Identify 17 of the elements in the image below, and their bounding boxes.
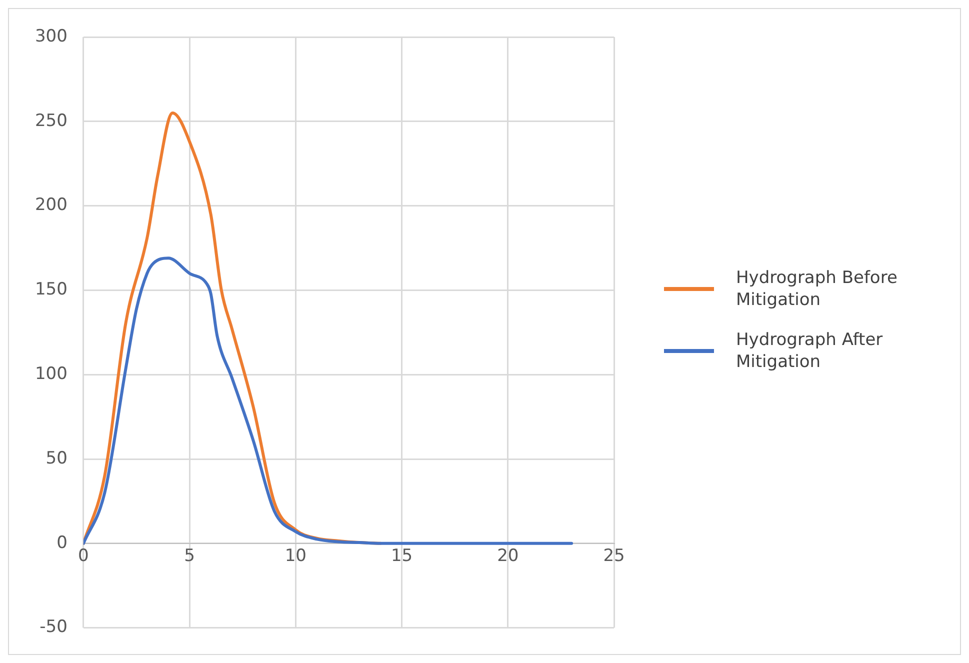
- legend-label: Hydrograph After Mitigation: [736, 329, 884, 373]
- line-series: [83, 256, 574, 545]
- legend-label: Hydrograph Before Mitigation: [736, 267, 898, 311]
- y-tick-label: 300: [34, 26, 68, 46]
- x-tick-label: 20: [497, 546, 519, 566]
- x-tick-label: 5: [184, 546, 195, 566]
- y-tick-label: 200: [34, 195, 68, 216]
- y-tick-label: 150: [34, 280, 68, 300]
- y-tick-label: 0: [56, 532, 68, 553]
- y-tick-label: 250: [34, 110, 68, 131]
- x-tick-label: 15: [390, 546, 413, 566]
- x-tick-label: 0: [78, 546, 89, 566]
- x-tick-label: 25: [603, 546, 625, 566]
- y-tick-label: -50: [40, 617, 68, 638]
- x-tick-label: 10: [284, 546, 306, 566]
- y-tick-label: 50: [46, 448, 68, 468]
- y-tick-label: 100: [34, 364, 68, 384]
